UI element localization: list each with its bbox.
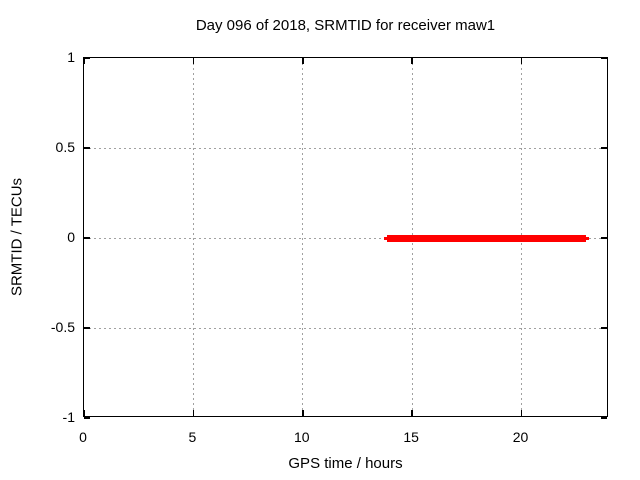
y-tick-label: 1 bbox=[67, 49, 75, 65]
chart-title: Day 096 of 2018, SRMTID for receiver maw… bbox=[195, 17, 496, 34]
x-tick-mark-bottom bbox=[83, 410, 85, 416]
x-axis-title: GPS time / hours bbox=[288, 455, 403, 472]
series-line-thick bbox=[386, 234, 587, 242]
y-gridline bbox=[84, 147, 607, 149]
y-tick-mark-left bbox=[84, 237, 90, 239]
y-tick-mark-right bbox=[601, 417, 607, 419]
y-tick-mark-left bbox=[84, 57, 90, 59]
x-tick-mark-top bbox=[302, 58, 304, 64]
x-tick-mark-bottom bbox=[302, 410, 304, 416]
y-tick-mark-right bbox=[601, 147, 607, 149]
x-tick-label: 10 bbox=[293, 429, 310, 445]
x-tick-label: 0 bbox=[79, 429, 87, 445]
y-tick-mark-left bbox=[84, 327, 90, 329]
y-tick-label: 0.5 bbox=[55, 139, 75, 155]
x-tick-label: 5 bbox=[188, 429, 197, 445]
y-tick-mark-right bbox=[601, 57, 607, 59]
plot-area bbox=[83, 57, 608, 419]
y-gridline bbox=[84, 237, 607, 239]
x-tick-mark-top bbox=[192, 58, 195, 64]
x-gridline bbox=[302, 58, 304, 416]
x-tick-mark-bottom bbox=[520, 410, 523, 416]
x-tick-label: 15 bbox=[403, 429, 419, 445]
y-tick-label: -1 bbox=[62, 409, 75, 425]
x-tick-mark-top bbox=[411, 58, 413, 64]
x-tick-mark-bottom bbox=[411, 410, 413, 416]
y-tick-label: 0 bbox=[67, 229, 75, 245]
x-gridline bbox=[192, 58, 194, 416]
y-tick-mark-right bbox=[601, 237, 607, 239]
y-tick-mark-right bbox=[601, 327, 607, 329]
x-tick-label: 20 bbox=[512, 429, 529, 445]
y-tick-mark-left bbox=[84, 147, 90, 149]
x-tick-mark-top bbox=[520, 58, 523, 64]
y-gridline bbox=[84, 327, 607, 329]
x-tick-mark-bottom bbox=[192, 410, 195, 416]
x-tick-mark-top bbox=[83, 58, 85, 64]
y-tick-label: -0.5 bbox=[50, 319, 75, 335]
y-tick-mark-left bbox=[84, 417, 90, 419]
